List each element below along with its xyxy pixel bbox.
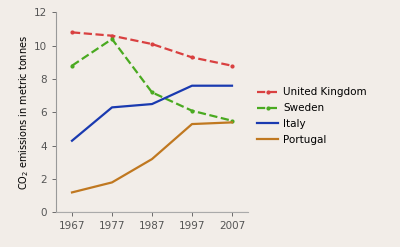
Line: Italy: Italy <box>72 86 232 141</box>
Italy <box>190 84 194 87</box>
United Kingdom <box>230 64 234 67</box>
Portugal <box>70 191 74 194</box>
Line: Sweden: Sweden <box>69 36 235 123</box>
Italy <box>230 84 234 87</box>
United Kingdom <box>70 31 74 34</box>
Sweden <box>150 91 154 94</box>
Y-axis label: CO$_2$ emissions in metric tonnes: CO$_2$ emissions in metric tonnes <box>17 35 31 190</box>
Line: Portugal: Portugal <box>72 123 232 192</box>
Sweden <box>190 109 194 112</box>
Portugal <box>110 181 114 184</box>
United Kingdom <box>150 42 154 45</box>
Sweden <box>230 119 234 122</box>
Portugal <box>190 123 194 125</box>
Italy <box>150 103 154 105</box>
United Kingdom <box>190 56 194 59</box>
Sweden <box>110 38 114 41</box>
United Kingdom <box>110 34 114 37</box>
Portugal <box>150 158 154 161</box>
Italy <box>70 139 74 142</box>
Sweden <box>70 64 74 67</box>
Portugal <box>230 121 234 124</box>
Legend: United Kingdom, Sweden, Italy, Portugal: United Kingdom, Sweden, Italy, Portugal <box>257 87 367 145</box>
Line: United Kingdom: United Kingdom <box>69 30 235 68</box>
Italy <box>110 106 114 109</box>
